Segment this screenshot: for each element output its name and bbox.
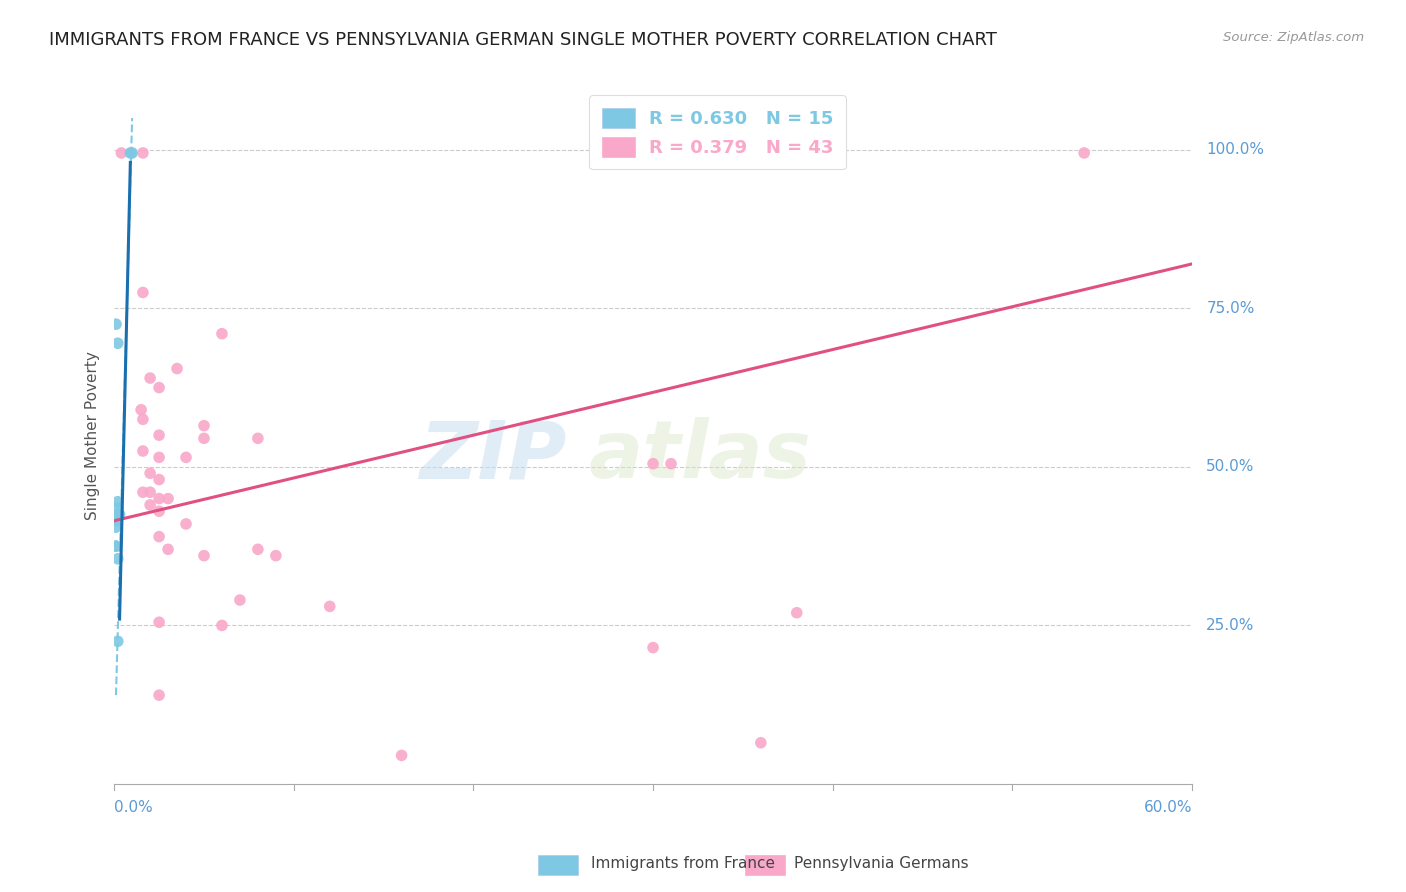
Point — [148, 381, 170, 395]
Point — [107, 501, 129, 516]
Point — [391, 748, 413, 763]
Point — [148, 504, 170, 518]
Point — [786, 606, 808, 620]
Point — [107, 508, 129, 522]
Point — [641, 640, 664, 655]
Point — [132, 444, 155, 458]
Text: ZIP: ZIP — [419, 417, 567, 495]
Point — [108, 508, 131, 522]
Point — [104, 514, 127, 528]
Point — [246, 542, 269, 557]
Point — [246, 431, 269, 445]
Point — [749, 736, 772, 750]
Point — [166, 361, 188, 376]
Point — [139, 485, 162, 500]
Text: 60.0%: 60.0% — [1143, 800, 1192, 814]
Point — [319, 599, 342, 614]
Point — [107, 551, 129, 566]
Point — [714, 145, 737, 160]
Point — [139, 466, 162, 480]
Text: Immigrants from France: Immigrants from France — [591, 856, 775, 871]
Point — [121, 145, 143, 160]
Point — [1073, 145, 1095, 160]
Point — [148, 450, 170, 465]
Point — [211, 326, 233, 341]
Point — [107, 494, 129, 508]
Point — [107, 634, 129, 648]
Text: 50.0%: 50.0% — [1206, 459, 1254, 475]
Point — [174, 516, 197, 531]
Point — [659, 457, 682, 471]
Point — [264, 549, 287, 563]
Point — [148, 530, 170, 544]
Y-axis label: Single Mother Poverty: Single Mother Poverty — [86, 351, 100, 520]
Point — [104, 317, 127, 331]
Point — [157, 491, 180, 506]
Point — [132, 412, 155, 426]
Text: 25.0%: 25.0% — [1206, 618, 1254, 633]
Point — [132, 285, 155, 300]
Point — [104, 539, 127, 553]
Text: 0.0%: 0.0% — [114, 800, 153, 814]
Text: Pennsylvania Germans: Pennsylvania Germans — [794, 856, 969, 871]
Point — [129, 402, 152, 417]
Point — [132, 485, 155, 500]
Text: atlas: atlas — [588, 417, 811, 495]
Point — [107, 508, 129, 522]
Point — [148, 491, 170, 506]
Point — [132, 145, 155, 160]
Point — [174, 450, 197, 465]
Text: 100.0%: 100.0% — [1206, 143, 1264, 157]
Point — [104, 539, 127, 553]
Point — [193, 418, 215, 433]
Point — [193, 431, 215, 445]
Point — [148, 615, 170, 630]
Point — [110, 145, 132, 160]
Point — [148, 688, 170, 702]
Point — [157, 542, 180, 557]
Point — [104, 520, 127, 534]
Text: 75.0%: 75.0% — [1206, 301, 1254, 316]
Point — [107, 336, 129, 351]
Text: IMMIGRANTS FROM FRANCE VS PENNSYLVANIA GERMAN SINGLE MOTHER POVERTY CORRELATION : IMMIGRANTS FROM FRANCE VS PENNSYLVANIA G… — [49, 31, 997, 49]
Point — [229, 593, 252, 607]
Legend: R = 0.630   N = 15, R = 0.379   N = 43: R = 0.630 N = 15, R = 0.379 N = 43 — [589, 95, 846, 169]
Point — [120, 145, 142, 160]
Point — [148, 428, 170, 442]
Point — [148, 473, 170, 487]
Point — [641, 457, 664, 471]
Point — [193, 549, 215, 563]
Point — [139, 498, 162, 512]
Point — [139, 371, 162, 385]
Text: Source: ZipAtlas.com: Source: ZipAtlas.com — [1223, 31, 1364, 45]
Point — [211, 618, 233, 632]
